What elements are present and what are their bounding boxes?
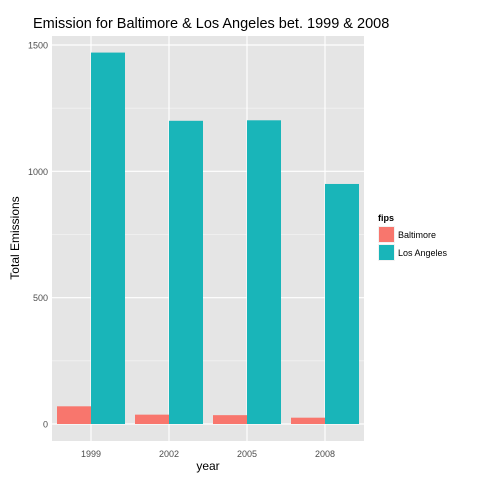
legend: fips Baltimore Los Angeles xyxy=(378,213,448,261)
bar-baltimore-2008 xyxy=(291,417,325,424)
legend-label: Baltimore xyxy=(398,230,436,240)
y-tick-label: 0 xyxy=(43,420,48,430)
legend-title: fips xyxy=(378,213,394,223)
x-tick-label: 2002 xyxy=(159,449,179,459)
y-axis-label: Total Emissions xyxy=(8,196,22,279)
x-tick-label: 2008 xyxy=(315,449,335,459)
bar-baltimore-2005 xyxy=(213,415,247,424)
bar-los-angeles-2002 xyxy=(169,120,203,425)
x-tick-label: 2005 xyxy=(237,449,257,459)
bar-los-angeles-2005 xyxy=(247,120,281,424)
bar-los-angeles-1999 xyxy=(91,52,125,424)
legend-items: Baltimore Los Angeles xyxy=(378,226,448,261)
x-axis-label: year xyxy=(196,459,219,473)
x-tick-label: 1999 xyxy=(81,449,101,459)
bars xyxy=(57,52,359,425)
bar-los-angeles-2008 xyxy=(325,183,359,424)
legend-label: Los Angeles xyxy=(398,248,448,258)
chart-title: Emission for Baltimore & Los Angeles bet… xyxy=(33,16,389,32)
legend-swatch xyxy=(379,227,394,242)
bar-baltimore-1999 xyxy=(57,406,91,424)
legend-swatch xyxy=(379,245,394,260)
y-tick-label: 1000 xyxy=(28,167,48,177)
x-axis-ticks: 1999 2002 2005 2008 xyxy=(81,449,335,459)
bar-baltimore-2002 xyxy=(135,414,169,424)
y-tick-label: 1500 xyxy=(28,41,48,51)
y-axis-ticks: 0 500 1000 1500 xyxy=(28,41,48,430)
y-tick-label: 500 xyxy=(33,293,48,303)
